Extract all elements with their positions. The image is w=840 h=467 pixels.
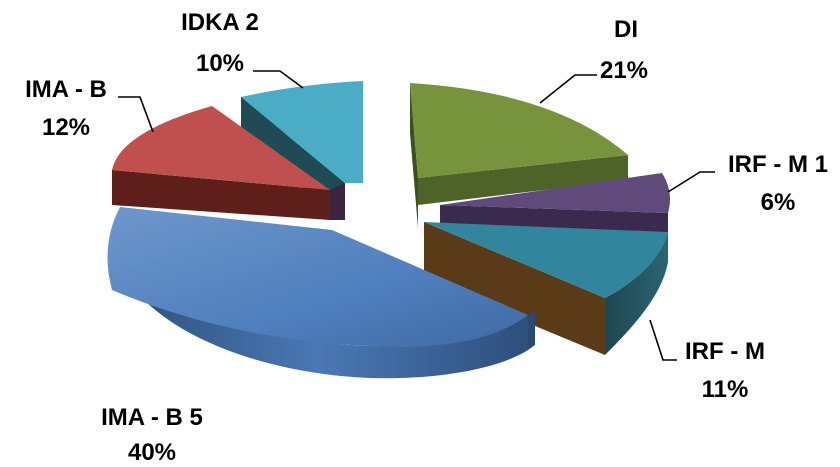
slice-side-di — [418, 155, 628, 205]
label-idka2-name: IDKA 2 — [181, 9, 259, 36]
leader-irfm — [649, 319, 677, 361]
label-irfm1-value: 6% — [761, 189, 796, 216]
label-imab5-name: IMA - B 5 — [101, 404, 203, 431]
slice-irfm1 — [440, 173, 670, 213]
leader-di — [539, 74, 597, 104]
slice-side-imab — [112, 170, 330, 220]
label-idka2-value: 10% — [196, 50, 244, 77]
label-irfm1-name: IRF - M 1 — [728, 151, 828, 178]
label-imab-name: IMA - B — [25, 76, 107, 103]
slice-side-imab5-cut — [528, 312, 535, 350]
slice-side-imab-cut — [330, 183, 345, 220]
slice-side-di-cut — [410, 83, 418, 228]
slice-side-imab5 — [111, 230, 529, 379]
leader-irfm1 — [667, 171, 715, 193]
label-imab-value: 12% — [42, 114, 90, 141]
slice-di — [410, 83, 628, 178]
label-irfm-value: 11% — [702, 376, 749, 403]
label-di-value: 21% — [600, 57, 648, 84]
label-imab5-value: 40% — [128, 439, 176, 466]
label-irfm-name: IRF - M — [685, 338, 765, 365]
slice-idka2 — [241, 81, 363, 183]
leader-idka2 — [253, 70, 304, 89]
slice-irfm — [424, 222, 668, 298]
slice-side-irfm — [605, 232, 668, 355]
slice-imab5 — [107, 207, 528, 347]
slice-side-irfm-cut — [424, 222, 605, 355]
slice-imab — [112, 106, 330, 190]
leader-imab — [118, 96, 154, 133]
label-di-name: DI — [614, 16, 638, 43]
